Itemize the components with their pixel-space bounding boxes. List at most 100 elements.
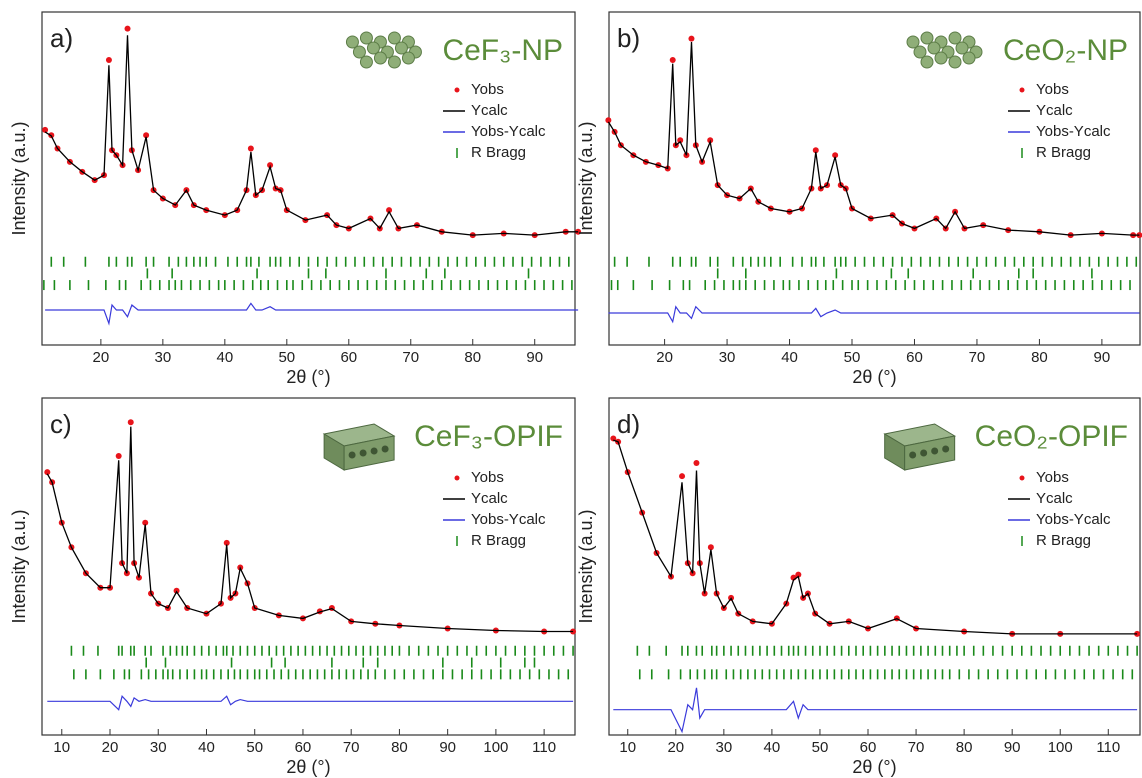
plot-frame xyxy=(608,397,1141,736)
panel-title: CeF₃-NP xyxy=(442,34,563,67)
x-tick-label: 60 xyxy=(860,739,877,756)
legend-label: Yobs-Ycalc xyxy=(471,511,546,528)
x-tick-label: 110 xyxy=(1096,739,1120,756)
legend-label: R Bragg xyxy=(1036,144,1091,161)
icon-face xyxy=(343,435,395,471)
x-axis-label: 2θ (°) xyxy=(286,367,330,387)
yobs-point xyxy=(832,152,839,159)
x-tick-label: 70 xyxy=(969,349,986,366)
icon-sphere xyxy=(366,41,380,55)
legend-label: Yobs-Ycalc xyxy=(1036,123,1111,140)
x-tick-label: 30 xyxy=(716,739,733,756)
icon-sphere xyxy=(948,31,962,45)
x-tick-label: 30 xyxy=(155,349,172,366)
legend-marker xyxy=(1019,87,1025,93)
yobs-point xyxy=(693,460,700,467)
icon-lattice xyxy=(883,423,957,471)
icon-sphere xyxy=(359,31,373,45)
legend-marker xyxy=(1019,475,1025,481)
icon-sphere xyxy=(394,41,408,55)
x-tick-label: 90 xyxy=(1094,349,1111,366)
icon-lattice xyxy=(322,423,396,471)
x-axis-label: 2θ (°) xyxy=(286,757,330,777)
x-tick-label: 60 xyxy=(906,349,923,366)
icon-sphere xyxy=(387,55,401,69)
legend-label: Ycalc xyxy=(1036,490,1073,507)
icon-sphere xyxy=(387,31,401,45)
difference-line xyxy=(45,302,579,326)
x-tick-label: 50 xyxy=(812,739,829,756)
legend-label: Yobs-Ycalc xyxy=(1036,511,1111,528)
x-tick-label: 30 xyxy=(150,739,167,756)
icon-sphere xyxy=(359,55,373,69)
panel-title: CeF₃-OPIF xyxy=(414,420,563,453)
x-axis-label: 2θ (°) xyxy=(852,757,896,777)
legend-label: R Bragg xyxy=(471,144,526,161)
yobs-point xyxy=(223,539,230,546)
yobs-point xyxy=(143,132,150,139)
x-tick-label: 70 xyxy=(402,349,419,366)
x-tick-label: 70 xyxy=(908,739,925,756)
panel-label: b) xyxy=(617,23,640,53)
x-tick-label: 10 xyxy=(619,739,636,756)
icon-pore xyxy=(348,451,356,459)
legend-marker xyxy=(454,475,460,481)
yobs-point xyxy=(707,544,714,551)
icon-pore xyxy=(942,445,950,453)
icon-sphere xyxy=(934,51,948,65)
x-tick-label: 50 xyxy=(278,349,295,366)
x-tick-label: 100 xyxy=(1048,739,1073,756)
difference-line xyxy=(47,694,574,711)
x-tick-label: 80 xyxy=(464,349,481,366)
icon-pore xyxy=(370,447,378,455)
icon-sphere xyxy=(948,55,962,69)
legend-label: Yobs xyxy=(471,81,504,98)
x-tick-label: 40 xyxy=(781,349,798,366)
difference-line xyxy=(613,687,1138,734)
legend-marker xyxy=(454,87,460,93)
yobs-point xyxy=(386,207,393,214)
yobs-point xyxy=(115,452,122,459)
ycalc-line xyxy=(607,41,1140,236)
x-tick-label: 60 xyxy=(340,349,357,366)
icon-sphere xyxy=(920,55,934,69)
x-tick-label: 50 xyxy=(844,349,861,366)
x-tick-label: 40 xyxy=(198,739,215,756)
yobs-point xyxy=(677,137,684,144)
x-tick-label: 80 xyxy=(956,739,973,756)
x-axis-label: 2θ (°) xyxy=(852,367,896,387)
x-tick-label: 50 xyxy=(246,739,263,756)
icon-pore xyxy=(931,447,939,455)
yobs-point xyxy=(42,126,49,133)
legend-label: R Bragg xyxy=(471,532,526,549)
ycalc-line xyxy=(46,426,574,633)
yobs-point xyxy=(142,519,149,526)
legend-label: Ycalc xyxy=(471,102,508,119)
x-tick-label: 80 xyxy=(391,739,408,756)
x-tick-label: 100 xyxy=(483,739,508,756)
x-tick-label: 110 xyxy=(532,739,556,756)
x-tick-label: 90 xyxy=(1004,739,1021,756)
icon-sphere xyxy=(906,35,920,49)
yobs-point xyxy=(610,435,617,442)
panel-label: d) xyxy=(617,409,640,439)
x-tick-label: 20 xyxy=(656,349,673,366)
plot-frame xyxy=(608,11,1141,346)
plot-frame xyxy=(41,397,576,736)
panel-title: CeO₂-OPIF xyxy=(975,420,1128,453)
y-axis-label: Intensity (a.u.) xyxy=(9,121,29,235)
x-tick-label: 40 xyxy=(216,349,233,366)
yobs-point xyxy=(669,56,676,63)
yobs-point xyxy=(124,25,131,32)
yobs-point xyxy=(127,419,134,426)
difference-line xyxy=(608,305,1140,324)
yobs-point xyxy=(795,571,802,578)
legend-label: Ycalc xyxy=(1036,102,1073,119)
y-axis-label: Intensity (a.u.) xyxy=(9,509,29,623)
legend-label: Yobs xyxy=(1036,81,1069,98)
x-tick-label: 80 xyxy=(1031,349,1048,366)
yobs-point xyxy=(105,56,112,63)
yobs-point xyxy=(1134,630,1141,637)
icon-pore xyxy=(381,445,389,453)
